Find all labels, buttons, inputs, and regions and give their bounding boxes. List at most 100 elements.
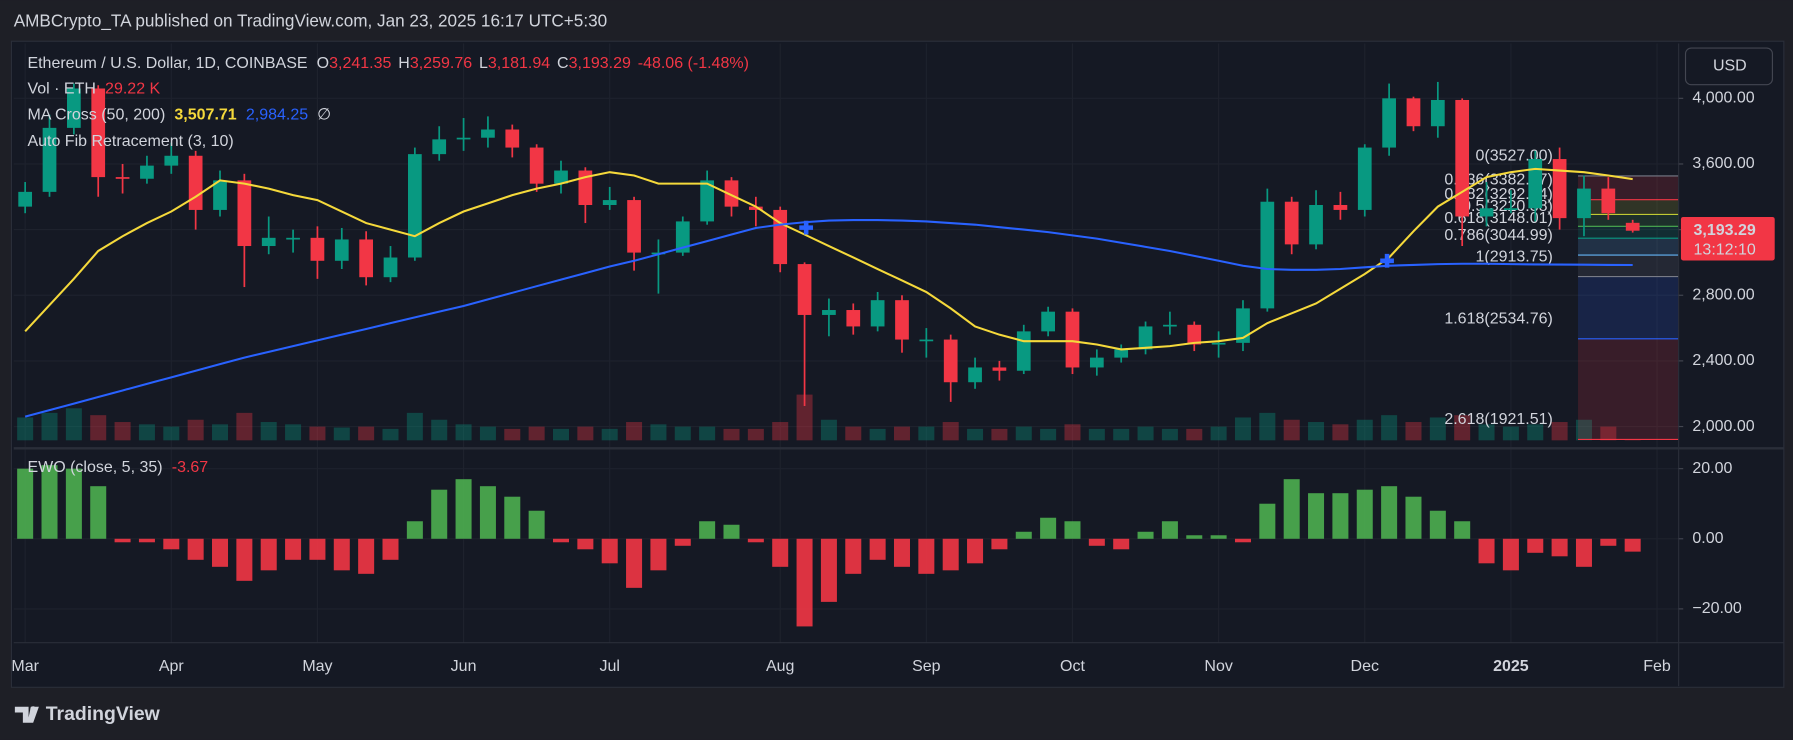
volume-bar — [333, 427, 350, 441]
candle-body — [700, 180, 714, 222]
candle-body — [724, 180, 739, 207]
ewo-bar — [455, 479, 472, 539]
candle-body — [42, 127, 57, 192]
candle-body — [407, 154, 422, 258]
ewo-bar — [1161, 521, 1178, 539]
y-tick-label: 2,800.00 — [1692, 286, 1754, 303]
x-tick-label: 2025 — [1493, 658, 1529, 675]
volume-bar — [163, 426, 180, 441]
ewo-bar — [1064, 521, 1081, 539]
candle-body — [334, 239, 349, 261]
volume-bar — [1015, 426, 1032, 441]
fib-label: 0.786(3044.99) — [1444, 227, 1553, 244]
ewo-bar — [820, 538, 837, 602]
ewo-bar — [1137, 531, 1154, 539]
symbol-legend: Ethereum / U.S. Dollar, 1D, COINBASE O3,2… — [27, 55, 748, 72]
ewo-bar — [991, 538, 1008, 550]
ewo-bar — [1088, 538, 1105, 546]
ma-line — [24, 219, 1633, 418]
volume-bar — [382, 428, 399, 441]
candle-body — [1041, 311, 1055, 332]
candle-body — [870, 300, 885, 327]
ewo-bar — [1234, 538, 1251, 543]
candle-body — [505, 129, 520, 148]
volume-bar — [1259, 412, 1276, 441]
x-tick-label: Nov — [1204, 658, 1232, 675]
ewo-bar — [1429, 510, 1446, 539]
cross-marker — [799, 220, 814, 235]
ewo-bar — [893, 538, 910, 567]
ma-layer — [24, 167, 1633, 418]
chart-frame — [10, 40, 1785, 688]
fib-band — [1578, 199, 1679, 215]
candle-body — [1016, 331, 1031, 371]
volume-bar — [17, 417, 34, 441]
candle-body — [968, 367, 982, 383]
currency[interactable]: USD — [1713, 58, 1747, 75]
ewo-bar — [772, 538, 789, 567]
ewo-bar — [65, 468, 82, 539]
ma-icon: ∅ — [317, 107, 331, 124]
volume-bar — [1381, 415, 1398, 441]
volume-bar — [967, 428, 984, 441]
fib-label: 0.236(3382.27) — [1444, 171, 1553, 188]
x-tick-label: Dec — [1351, 658, 1379, 675]
ewo-bar — [260, 538, 277, 571]
ewo-bar — [236, 538, 253, 581]
ma-value: 2,984.25 — [246, 107, 308, 124]
fib-label: 1(2913.75) — [1475, 248, 1552, 265]
candle-body — [1528, 159, 1543, 209]
candle-body — [797, 264, 812, 315]
candle-body — [91, 88, 106, 178]
volume-bar — [1527, 424, 1544, 441]
ewo-bar — [309, 538, 326, 560]
volume-bar — [918, 426, 935, 441]
fib-band — [1578, 238, 1679, 256]
candle-body — [846, 310, 861, 327]
ewo-bar — [90, 486, 107, 539]
candle-body — [18, 191, 33, 207]
candle-body — [481, 129, 495, 138]
volume-bar — [1137, 426, 1154, 441]
ewo-value: -3.67 — [172, 459, 209, 476]
candle-body — [773, 209, 788, 265]
x-tick-label: Feb — [1643, 658, 1671, 675]
ewo-bar — [1186, 535, 1203, 539]
candle-body — [1138, 326, 1153, 350]
volume-bar — [504, 428, 521, 441]
ewo-bar — [1575, 538, 1592, 567]
ohlc-value: 3,193.29 — [569, 55, 631, 72]
ewo-bar — [479, 486, 496, 539]
brand-logo-dot — [30, 706, 37, 712]
candle-body — [529, 147, 544, 184]
volume-bar — [845, 426, 862, 441]
x-tick-label: Jul — [599, 658, 619, 675]
x-tick-label: Apr — [159, 658, 185, 675]
ma-legend: MA Cross (50, 200) 3,507.71 2,984.25 ∅ — [27, 107, 331, 124]
cross-marker — [1380, 253, 1394, 268]
axes: 2,000.002,400.002,800.003,200.003,600.00… — [11, 90, 1775, 675]
ewo-bar — [431, 489, 448, 539]
brand: TradingView — [46, 703, 161, 725]
candle-body — [1479, 208, 1494, 217]
ohlc-value: 3,259.76 — [410, 55, 472, 72]
ewo-bar — [626, 538, 643, 588]
volume-bar — [187, 419, 204, 441]
y-tick-label: 2,400.00 — [1692, 352, 1754, 369]
ewo-bar — [650, 538, 667, 571]
ewo-bar — [1015, 531, 1032, 539]
candle-body — [943, 339, 958, 383]
volume-bar — [942, 422, 959, 441]
volume-bar — [1308, 422, 1325, 441]
ewo-bar — [1040, 517, 1057, 539]
currency-button[interactable] — [1684, 47, 1773, 86]
ohlc-key: C — [557, 55, 569, 72]
volume-bar — [1502, 426, 1519, 441]
volume-bar — [455, 424, 472, 441]
ewo-bar — [552, 538, 570, 543]
ewo-bar — [796, 538, 813, 627]
ewo-bar — [138, 538, 155, 543]
volume-name: Vol · ETH — [27, 80, 95, 97]
ohlc-value: 3,241.35 — [329, 55, 391, 72]
